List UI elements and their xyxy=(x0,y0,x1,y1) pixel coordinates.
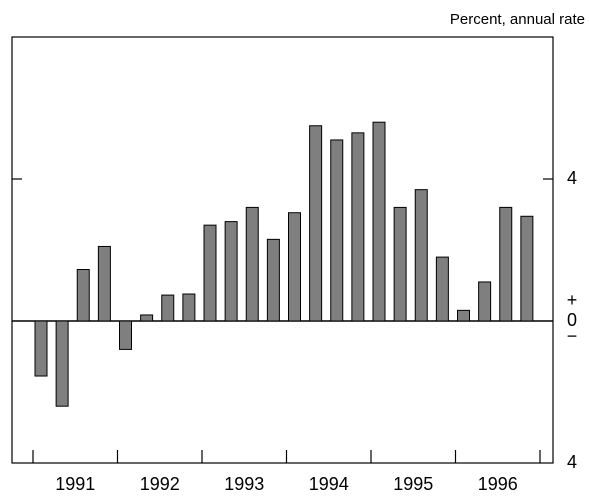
zero-sign: − xyxy=(567,326,578,346)
bar xyxy=(457,309,470,322)
bar xyxy=(478,281,492,322)
bar xyxy=(119,320,132,350)
unit-label: Percent, annual rate xyxy=(450,11,585,28)
x-tick-label: 1992 xyxy=(140,474,180,494)
bar xyxy=(266,238,280,322)
bar xyxy=(245,206,259,322)
bar xyxy=(224,221,238,322)
bar xyxy=(351,132,365,322)
bar xyxy=(372,121,386,322)
y-tick-label: 0 xyxy=(567,310,577,330)
x-tick-label: 1995 xyxy=(393,474,433,494)
plot-frame xyxy=(11,36,554,464)
bar xyxy=(161,294,175,322)
bar xyxy=(309,125,323,322)
bar xyxy=(55,320,69,407)
x-tick-label: 1993 xyxy=(224,474,264,494)
bar xyxy=(34,320,48,377)
bar xyxy=(414,189,428,322)
bar xyxy=(330,139,344,322)
bar xyxy=(97,245,111,322)
bar xyxy=(203,224,217,322)
x-tick-label: 1996 xyxy=(478,474,518,494)
bar xyxy=(288,212,301,322)
x-tick-label: 1994 xyxy=(309,474,349,494)
bar xyxy=(435,256,449,322)
bar xyxy=(140,314,154,322)
y-tick-label: 4 xyxy=(567,168,577,188)
zero-sign: + xyxy=(567,290,578,310)
y-tick-label: 4 xyxy=(567,452,577,472)
x-tick-label: 1991 xyxy=(55,474,95,494)
bar xyxy=(76,269,90,322)
bar xyxy=(520,215,534,322)
bar xyxy=(182,293,196,322)
bar xyxy=(499,206,513,322)
bar xyxy=(393,206,407,322)
